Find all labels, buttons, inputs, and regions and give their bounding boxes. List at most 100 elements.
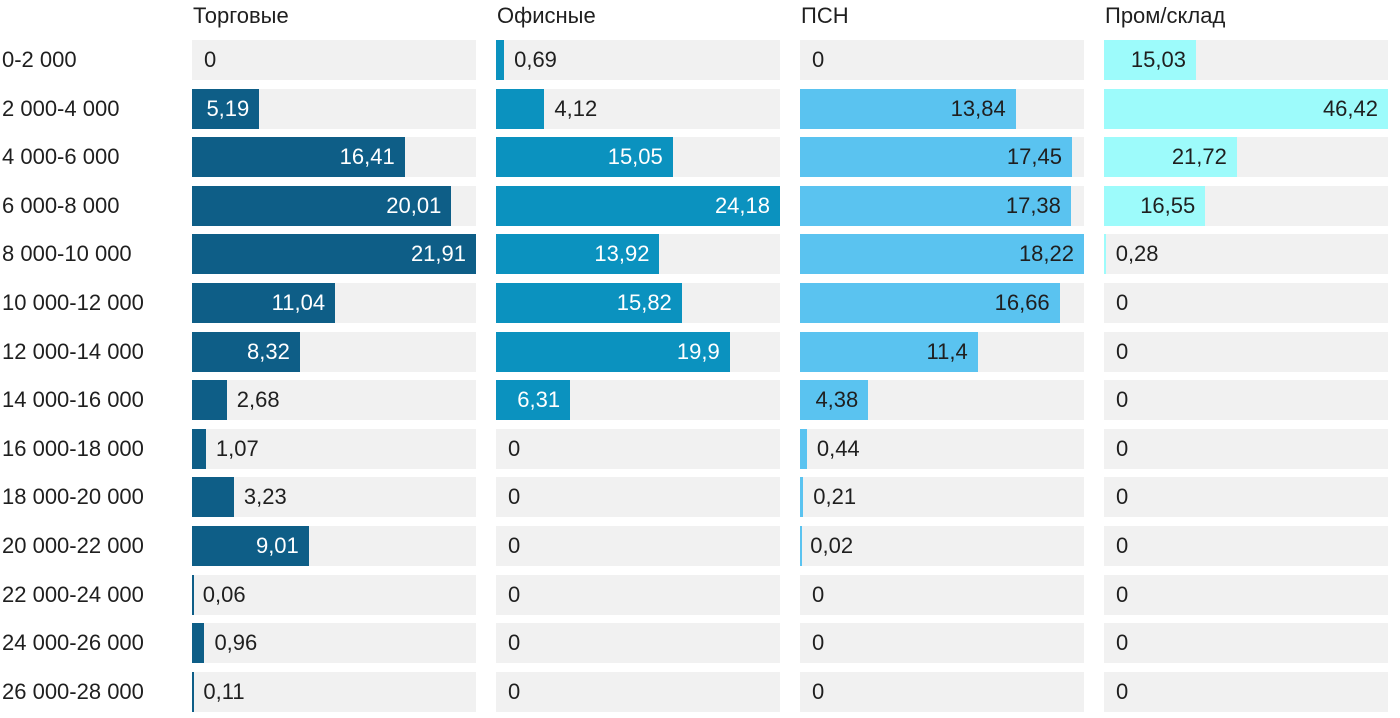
- series-header-torgovye: Торговые: [193, 3, 289, 28]
- bar-track: 0,44: [800, 428, 1084, 469]
- bar-value-label: 6,31: [517, 387, 561, 413]
- bar-value-label: 0,11: [203, 678, 245, 704]
- bar-value-label: 16,41: [339, 144, 395, 170]
- bar: [1104, 40, 1196, 80]
- chart-row: 2 000-4 000 5,19 4,12 13,84 46,42: [0, 88, 1388, 129]
- bar-track: 15,82: [496, 282, 780, 323]
- bar: [192, 477, 234, 518]
- bar-track: 16,66: [800, 282, 1084, 323]
- bar-track: 0: [1104, 671, 1388, 712]
- bar-value-label: 15,82: [616, 289, 672, 315]
- bar-value-label: 20,01: [386, 192, 442, 218]
- bar-value-label: 0: [1116, 435, 1129, 461]
- row-label: 0-2 000: [2, 47, 77, 72]
- bar-value-label: 17,45: [1006, 144, 1062, 170]
- bar-track: 0: [800, 671, 1084, 712]
- bar-track: 0: [1104, 380, 1388, 421]
- bar-value-label: 0: [1116, 532, 1129, 558]
- bar: [800, 380, 869, 421]
- bar-value-label: 19,9: [676, 338, 720, 364]
- bar: [800, 428, 807, 469]
- bar: [800, 137, 1072, 178]
- bar-track: 16,41: [192, 137, 476, 178]
- bar-track: 17,38: [800, 185, 1084, 226]
- chart-row: 10 000-12 000 11,04 15,82 16,66 0: [0, 282, 1388, 323]
- bar-value-label: 0,02: [810, 532, 854, 558]
- row-label: 4 000-6 000: [2, 144, 120, 170]
- bar-value-label: 21,72: [1171, 144, 1227, 170]
- bar-value-label: 2,68: [236, 387, 280, 413]
- bar-value-label: 0: [1116, 678, 1129, 704]
- chart-row: 24 000-26 000 0,96 0 0 0: [0, 623, 1388, 664]
- bar-value-label: 17,38: [1005, 192, 1061, 218]
- column-headers: Торговые Офисные ПСН Пром/склад: [0, 2, 1388, 30]
- bar-track: 0: [496, 428, 780, 469]
- bar-value-label: 21,91: [410, 241, 466, 267]
- bar: [496, 331, 730, 372]
- row-label: 20 000-22 000: [2, 532, 144, 558]
- row-label: 2 000-4 000: [2, 95, 120, 121]
- bar: [1104, 88, 1388, 129]
- bar: [800, 185, 1071, 226]
- bar-value-label: 4,38: [815, 387, 859, 413]
- chart-rows: 0-2 000 0 0,69 0 15,03 2 000-4 000 5,19 4,12 13,…: [0, 40, 1388, 712]
- bar-value-label: 13,92: [594, 241, 650, 267]
- bar-track: 15,03: [1104, 40, 1388, 80]
- bar: [496, 234, 660, 275]
- bar-value-label: 15,03: [1130, 47, 1186, 72]
- bar-value-label: 15,05: [607, 144, 663, 170]
- bar-track: 0: [496, 477, 780, 518]
- bar-track: 0: [1104, 477, 1388, 518]
- bar-value-label: 0: [812, 47, 825, 72]
- chart-row: 12 000-14 000 8,32 19,9 11,4 0: [0, 331, 1388, 372]
- chart-row: 0-2 000 0 0,69 0 15,03: [0, 40, 1388, 80]
- bar: [800, 525, 802, 566]
- bar: [800, 234, 1084, 275]
- bar-track: 2,68: [192, 380, 476, 421]
- series-header-ofisnye: Офисные: [497, 3, 596, 28]
- row-label: 22 000-24 000: [2, 581, 144, 607]
- row-label: 6 000-8 000: [2, 192, 120, 218]
- bar-value-label: 13,84: [950, 95, 1006, 121]
- bar: [800, 282, 1060, 323]
- bar-value-label: 0: [508, 435, 521, 461]
- bar-value-label: 0,69: [514, 47, 557, 72]
- bar: [192, 525, 309, 566]
- chart-row: 22 000-24 000 0,06 0 0 0: [0, 574, 1388, 615]
- row-label: 14 000-16 000: [2, 387, 144, 413]
- bar-track: 0: [496, 671, 780, 712]
- bar-track: 19,9: [496, 331, 780, 372]
- bar-track: 0: [1104, 623, 1388, 664]
- bar-track: 20,01: [192, 185, 476, 226]
- bar-track: 15,05: [496, 137, 780, 178]
- bar-track: 3,23: [192, 477, 476, 518]
- row-label: 24 000-26 000: [2, 630, 144, 656]
- bar-value-label: 0: [812, 630, 825, 656]
- bar: [192, 623, 205, 664]
- bar-track: 11,4: [800, 331, 1084, 372]
- bar: [192, 380, 227, 421]
- bar-track: 0: [800, 574, 1084, 615]
- bar-value-label: 24,18: [714, 192, 770, 218]
- row-label-column-spacer: [0, 2, 172, 30]
- bar: [800, 331, 978, 372]
- bar-value-label: 0: [508, 532, 521, 558]
- bar-value-label: 8,32: [247, 338, 290, 364]
- bar-value-label: 0,06: [202, 581, 246, 607]
- row-label: 16 000-18 000: [2, 435, 144, 461]
- bar: [496, 282, 682, 323]
- row-label: 26 000-28 000: [2, 678, 144, 704]
- chart-row: 18 000-20 000 3,23 0 0,21 0: [0, 477, 1388, 518]
- bar-track: 0,69: [496, 40, 780, 80]
- bar-track: 4,38: [800, 380, 1084, 421]
- bar-value-label: 0: [1116, 289, 1129, 315]
- bar: [192, 671, 194, 712]
- bar-track: 21,72: [1104, 137, 1388, 178]
- bar-track: 13,92: [496, 234, 780, 275]
- chart-row: 26 000-28 000 0,11 0 0 0: [0, 671, 1388, 712]
- bar-value-label: 0: [1116, 581, 1129, 607]
- bar-track: 16,55: [1104, 185, 1388, 226]
- bar: [800, 477, 804, 518]
- bar-value-label: 4,12: [554, 95, 598, 121]
